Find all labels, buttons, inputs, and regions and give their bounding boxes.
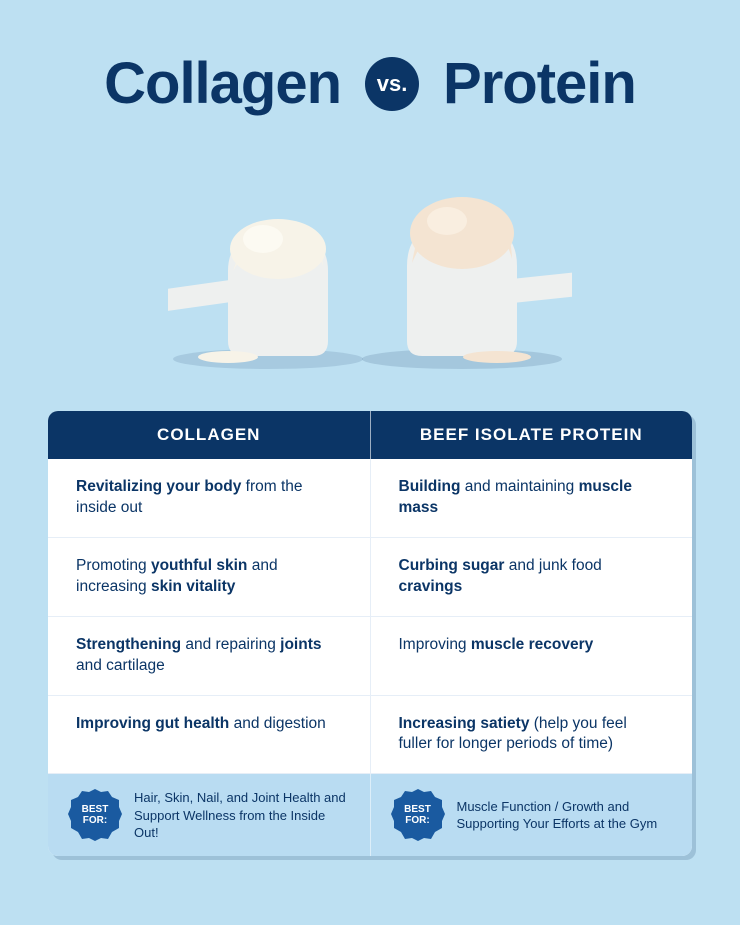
table-cell: Increasing satiety (help you feel fuller… xyxy=(371,696,693,775)
scoop-left-icon xyxy=(168,191,378,371)
table-cell: Improving muscle recovery xyxy=(371,617,693,696)
table-header-row: COLLAGEN BEEF ISOLATE PROTEIN xyxy=(48,411,692,459)
title-right: Protein xyxy=(443,50,636,117)
table-row: Strengthening and repairing joints and c… xyxy=(48,617,692,696)
table-row: Promoting youthful skin and increasing s… xyxy=(48,538,692,617)
comparison-table: COLLAGEN BEEF ISOLATE PROTEIN Revitalizi… xyxy=(48,411,692,856)
seal-label: BESTFOR: xyxy=(404,804,431,826)
vs-text: vs. xyxy=(377,71,408,97)
table-cell: Promoting youthful skin and increasing s… xyxy=(48,538,371,617)
vs-badge: vs. xyxy=(365,57,419,111)
seal-label: BESTFOR: xyxy=(82,804,109,826)
table-cell: Curbing sugar and junk food cravings xyxy=(371,538,693,617)
table-footer-row: BESTFOR: Hair, Skin, Nail, and Joint Hea… xyxy=(48,774,692,856)
table-row: Revitalizing your body from the inside o… xyxy=(48,459,692,538)
title-left: Collagen xyxy=(104,50,341,117)
best-for-seal-icon: BESTFOR: xyxy=(391,788,445,842)
table-header-protein: BEEF ISOLATE PROTEIN xyxy=(371,411,693,459)
scoop-right-icon xyxy=(362,181,572,371)
footer-text-left: Hair, Skin, Nail, and Joint Health and S… xyxy=(134,789,350,842)
table-cell: Revitalizing your body from the inside o… xyxy=(48,459,371,538)
table-cell: Building and maintaining muscle mass xyxy=(371,459,693,538)
table-body: Revitalizing your body from the inside o… xyxy=(48,459,692,774)
infographic-page: Collagen vs. Protein xyxy=(0,0,740,925)
footer-cell-left: BESTFOR: Hair, Skin, Nail, and Joint Hea… xyxy=(48,774,371,856)
best-for-seal-icon: BESTFOR: xyxy=(68,788,122,842)
table-cell: Improving gut health and digestion xyxy=(48,696,371,775)
footer-text-right: Muscle Function / Growth and Supporting … xyxy=(457,798,673,833)
title-row: Collagen vs. Protein xyxy=(48,50,692,117)
table-cell: Strengthening and repairing joints and c… xyxy=(48,617,371,696)
table-header-collagen: COLLAGEN xyxy=(48,411,371,459)
table-row: Improving gut health and digestionIncrea… xyxy=(48,696,692,775)
footer-cell-right: BESTFOR: Muscle Function / Growth and Su… xyxy=(371,774,693,856)
hero-illustration xyxy=(48,141,692,391)
